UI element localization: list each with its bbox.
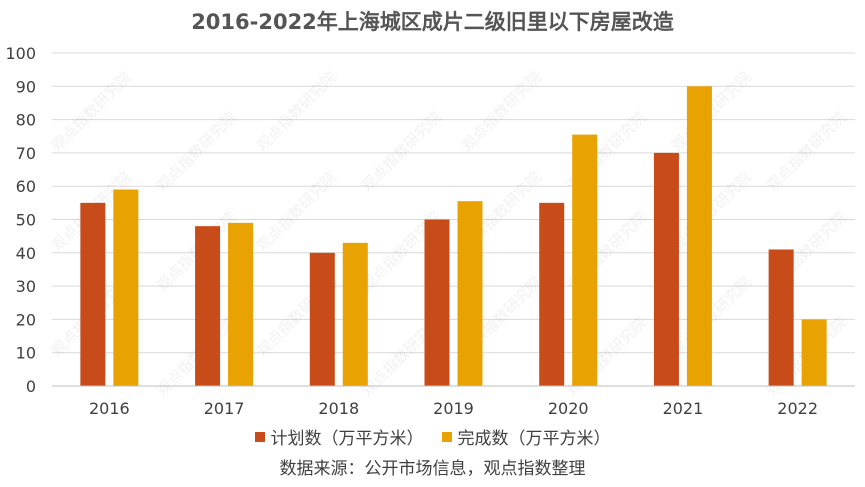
bars [80,86,827,387]
y-tick-label: 10 [16,344,36,363]
watermark-text: 观点指数研究院 [253,68,340,155]
legend-swatch-plan [254,431,265,442]
data-source-note: 数据来源：公开市场信息，观点指数整理 [279,459,586,479]
legend-item-done: 完成数（万平方米） [441,424,611,449]
gridlines [52,52,855,354]
x-tick-label: 2021 [663,399,704,418]
legend: 计划数（万平方米） 完成数（万平方米） [0,424,865,449]
x-tick-label: 2018 [318,399,359,418]
bar-done [228,222,254,386]
x-tick-label: 2017 [204,399,245,418]
watermark-text: 观点指数研究院 [153,108,240,195]
watermark-text: 观点指数研究院 [358,108,445,195]
legend-label-plan: 计划数（万平方米） [270,429,424,449]
y-tick-label: 90 [16,77,36,96]
legend-item-plan: 计划数（万平方米） [254,424,424,449]
legend-label-done: 完成数（万平方米） [457,429,611,449]
bar-chart: 观点指数研究院 观点指数研究院 观点指数研究院观点指数研究院观点指数研究院观点指数研… [5,44,855,418]
y-tick-label: 0 [26,377,36,396]
bar-done [342,242,368,386]
bar-done [113,189,139,386]
bar-done [572,134,598,386]
bar-plan [768,249,794,386]
bar-done [801,319,827,386]
x-tick-label: 2019 [433,399,474,418]
bar-plan [424,219,450,386]
y-tick-label: 70 [16,144,36,163]
y-tick-label: 40 [16,244,36,263]
y-tick-label: 30 [16,277,36,296]
watermark-text: 观点指数研究院 [48,68,135,155]
y-tick-label: 60 [16,177,36,196]
bar-plan [80,202,106,386]
x-tick-label: 2020 [548,399,589,418]
bar-plan [195,226,221,386]
bar-plan [653,152,679,386]
x-tick-label: 2022 [777,399,818,418]
bar-plan [539,202,565,386]
x-tick-labels: 2016 2017 2018 2019 2020 2021 2022 [89,399,818,418]
bar-done [457,201,483,386]
watermark-text: 观点指数研究院 [458,68,545,155]
chart-title: 2016-2022年上海城区成片二级旧里以下房屋改造 [191,10,674,34]
y-tick-label: 80 [16,111,36,130]
legend-swatch-done [441,431,452,442]
watermark-text: 观点指数研究院 [763,108,850,195]
y-tick-label: 100 [5,44,36,63]
x-tick-label: 2016 [89,399,130,418]
watermark-text: 观点指数研究院 [253,168,340,255]
y-tick-label: 50 [16,211,36,230]
bar-done [686,86,712,387]
bar-plan [309,252,335,386]
y-tick-labels: 0 10 20 30 40 50 60 70 80 90 100 [5,44,36,396]
y-tick-label: 20 [16,310,36,329]
